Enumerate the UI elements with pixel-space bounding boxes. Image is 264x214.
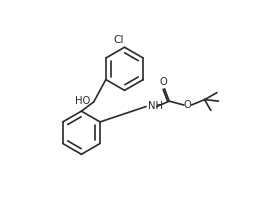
Text: O: O (160, 77, 168, 87)
Text: HO: HO (76, 96, 91, 106)
Text: O: O (184, 100, 192, 110)
Text: Cl: Cl (113, 35, 124, 45)
Text: NH: NH (148, 101, 163, 111)
